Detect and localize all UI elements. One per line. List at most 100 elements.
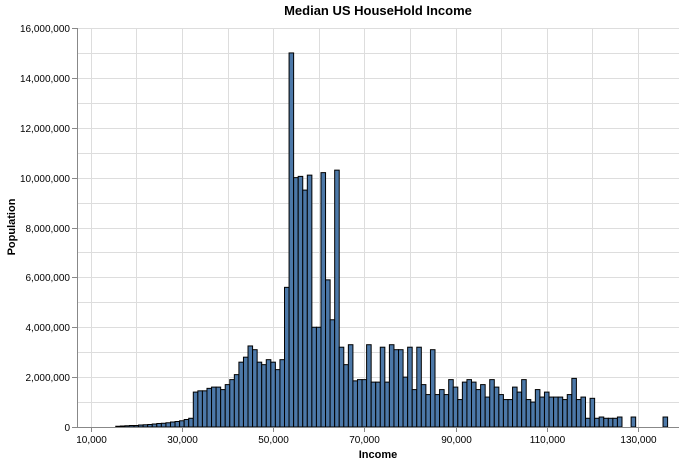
y-tick-label: 16,000,000 xyxy=(20,24,70,35)
histogram-bar xyxy=(420,384,427,428)
histogram-bar xyxy=(306,174,313,428)
histogram-bar xyxy=(607,417,614,428)
histogram-bar xyxy=(594,417,600,428)
histogram-bar xyxy=(466,379,472,428)
histogram-bar xyxy=(128,425,135,428)
histogram-bar xyxy=(124,425,130,428)
histogram-bar xyxy=(265,359,272,428)
histogram-bar xyxy=(119,425,126,428)
histogram-bar xyxy=(662,416,669,428)
histogram-bar xyxy=(329,319,336,428)
x-tick-label: 90,000 xyxy=(441,435,472,446)
histogram-bar xyxy=(293,177,299,428)
histogram-bar xyxy=(434,394,441,428)
x-axis-title: Income xyxy=(359,449,398,461)
histogram-bar xyxy=(398,349,404,428)
bar-series xyxy=(115,52,669,428)
histogram-bar xyxy=(407,346,413,428)
histogram-bar xyxy=(274,369,281,428)
y-tick-label: 4,000,000 xyxy=(26,323,71,334)
histogram-bar xyxy=(284,286,290,428)
y-tick-label: 0 xyxy=(64,423,70,434)
histogram-bar xyxy=(502,399,509,428)
histogram-bar xyxy=(575,399,582,428)
x-tick-label: 10,000 xyxy=(76,435,107,446)
histogram-bar xyxy=(416,346,422,428)
histogram-bar xyxy=(142,424,149,428)
histogram-bar xyxy=(411,389,418,428)
histogram-bar xyxy=(589,397,596,428)
histogram-bar xyxy=(201,390,208,428)
histogram-bar xyxy=(603,417,609,428)
histogram-bar xyxy=(530,401,536,428)
histogram-bar xyxy=(197,390,203,428)
histogram-bar xyxy=(425,394,431,428)
y-tick-label: 12,000,000 xyxy=(20,124,70,135)
histogram-bar xyxy=(484,396,491,428)
histogram-bar xyxy=(525,399,532,428)
histogram-bar xyxy=(562,399,568,428)
histogram-bar xyxy=(475,389,482,428)
histogram-bar xyxy=(247,345,254,428)
histogram-bar xyxy=(375,381,381,428)
axes xyxy=(72,28,679,432)
histogram-bar xyxy=(571,377,577,428)
histogram-bar xyxy=(238,361,244,428)
y-tick-label: 2,000,000 xyxy=(26,373,71,384)
histogram-bar xyxy=(165,422,171,428)
histogram-bar xyxy=(115,425,121,428)
histogram-bar xyxy=(343,364,349,428)
histogram-bar xyxy=(356,379,363,428)
histogram-bar xyxy=(138,424,144,428)
histogram-bar xyxy=(580,396,587,428)
histogram-bar xyxy=(543,391,550,428)
histogram-bar xyxy=(393,349,400,428)
histogram-bar xyxy=(192,391,199,428)
histogram-bar xyxy=(261,364,267,428)
histogram-bar xyxy=(553,396,559,428)
histogram-bar xyxy=(156,423,162,428)
grid-lines xyxy=(77,28,679,428)
histogram-bar xyxy=(361,379,368,428)
histogram-bar xyxy=(470,381,477,428)
x-tick-label: 70,000 xyxy=(349,435,380,446)
histogram-bar xyxy=(598,416,605,428)
histogram-bar xyxy=(452,386,459,428)
tick-labels: 10,000 30,000 50,000 70,000 90,000 110,000 130… xyxy=(20,24,657,446)
histogram-bar xyxy=(366,344,372,428)
histogram-bar xyxy=(379,346,386,428)
x-tick-label: 110,000 xyxy=(530,435,566,446)
histogram-bar xyxy=(279,359,286,428)
histogram-bar xyxy=(548,396,555,428)
histogram-bar xyxy=(147,424,153,428)
histogram-bar xyxy=(229,379,235,428)
histogram-bar xyxy=(461,381,468,428)
histogram-bar xyxy=(612,417,618,428)
histogram-bar xyxy=(334,169,340,428)
histogram-bar xyxy=(242,356,249,428)
histogram-bar xyxy=(233,374,240,428)
histogram-bar xyxy=(507,399,514,428)
y-tick-label: 14,000,000 xyxy=(20,74,70,85)
histogram-bar xyxy=(457,399,463,428)
histogram-bar xyxy=(256,361,263,428)
histogram-bar xyxy=(315,326,322,428)
histogram-bar xyxy=(616,416,623,428)
histogram-bar xyxy=(566,394,573,428)
histogram-bar xyxy=(534,389,541,428)
y-tick-label: 6,000,000 xyxy=(26,273,71,284)
x-tick-label: 130,000 xyxy=(620,435,657,446)
x-tick-label: 50,000 xyxy=(258,435,289,446)
histogram-bar xyxy=(160,422,167,428)
histogram-bar xyxy=(311,326,317,428)
histogram-bar xyxy=(539,396,545,428)
chart-title: Median US HouseHold Income xyxy=(284,3,472,18)
histogram-bar xyxy=(352,380,358,428)
histogram-bar xyxy=(215,386,222,428)
histogram-bar xyxy=(493,386,500,428)
histogram-bar xyxy=(133,425,140,428)
y-axis-title: Population xyxy=(6,198,18,255)
histogram-bar xyxy=(448,379,454,428)
histogram-bar xyxy=(179,420,185,428)
